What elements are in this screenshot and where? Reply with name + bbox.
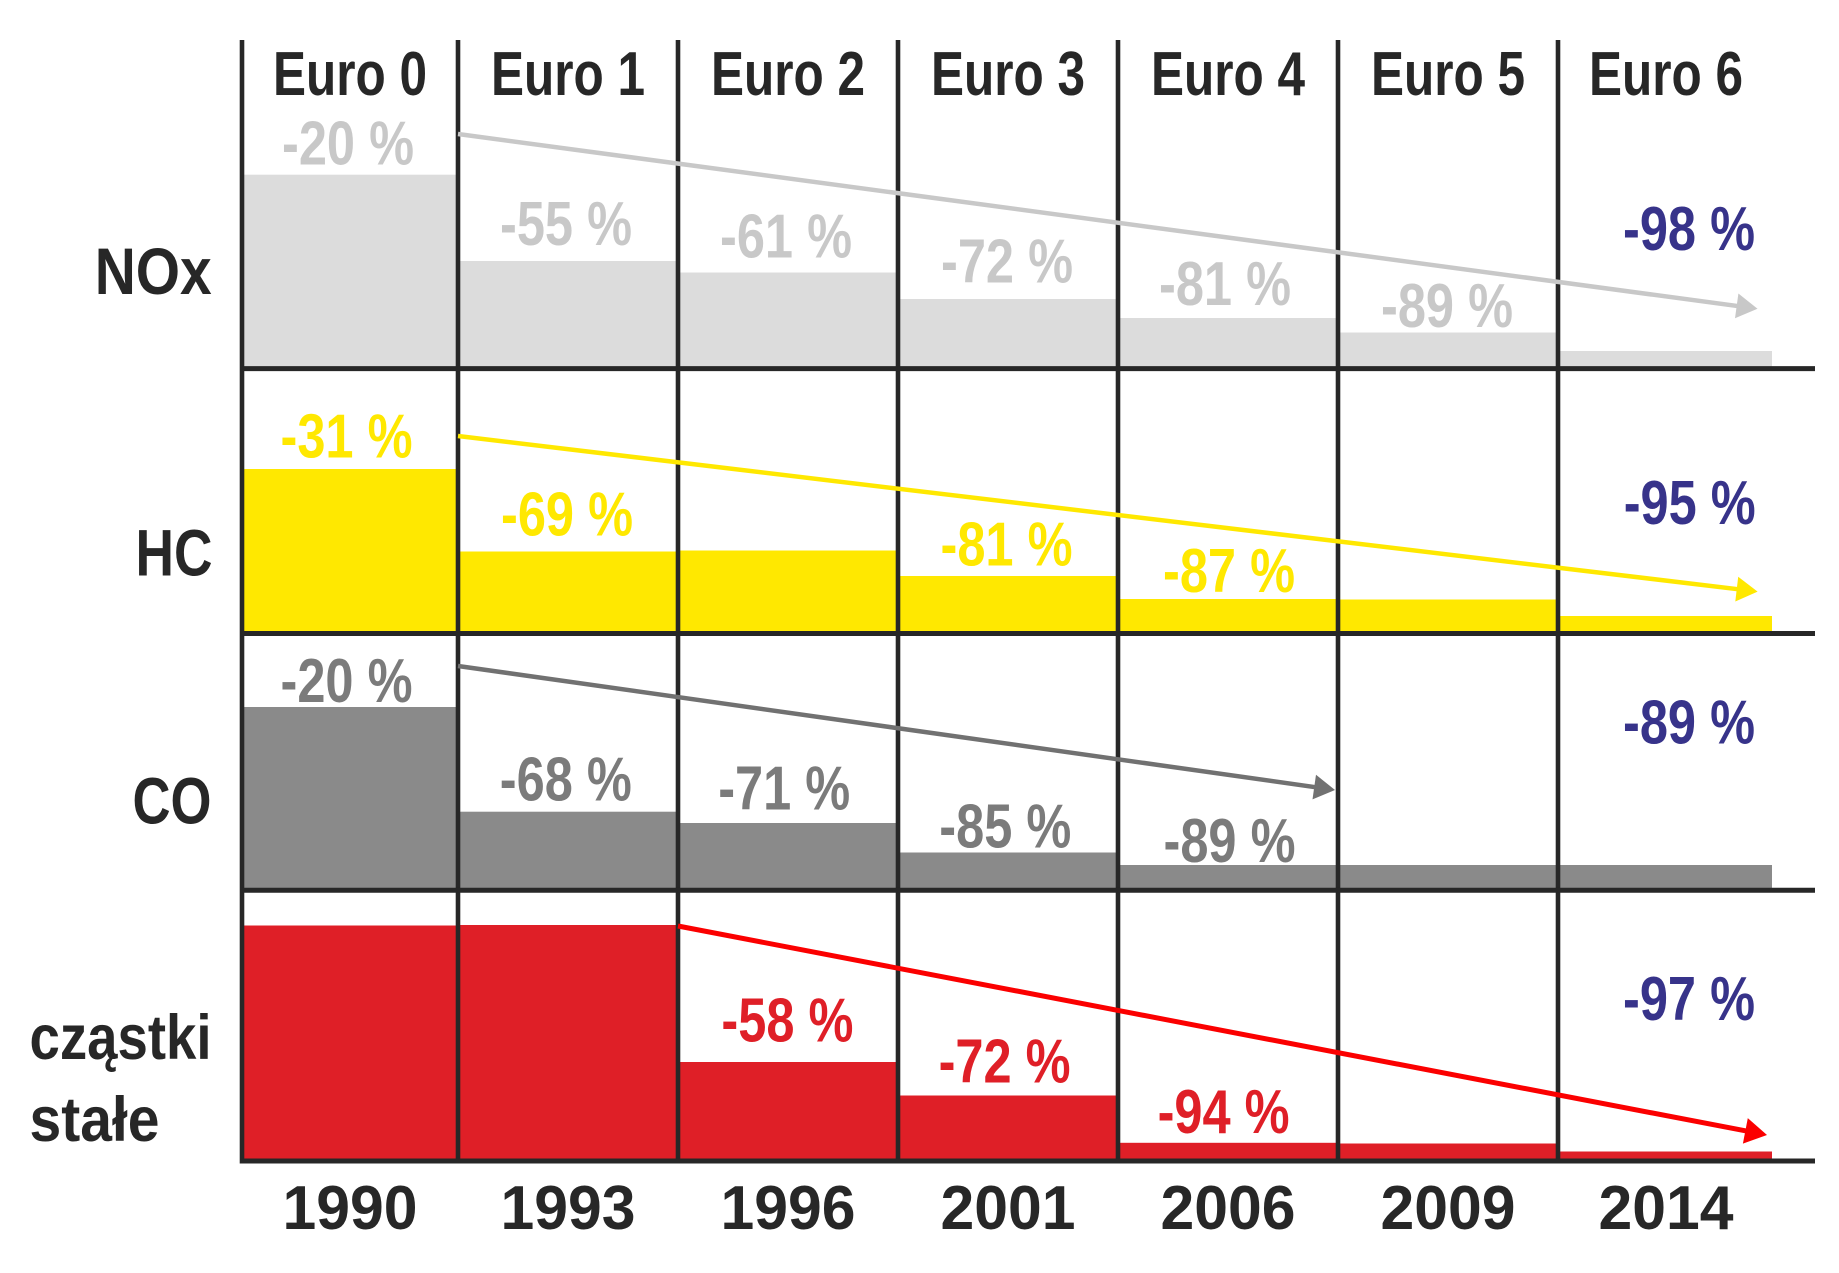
svg-text:-55 %: -55 % xyxy=(500,190,632,259)
svg-text:1993: 1993 xyxy=(501,1174,636,1243)
svg-text:2009: 2009 xyxy=(1381,1174,1516,1243)
svg-text:Euro 6: Euro 6 xyxy=(1589,40,1743,109)
svg-text:Euro 4: Euro 4 xyxy=(1151,40,1305,109)
svg-text:-81 %: -81 % xyxy=(1159,250,1291,319)
svg-text:-58 %: -58 % xyxy=(721,987,853,1056)
svg-text:-87 %: -87 % xyxy=(1163,537,1295,606)
svg-text:2006: 2006 xyxy=(1161,1174,1296,1243)
svg-text:-31 %: -31 % xyxy=(281,403,413,472)
svg-text:Euro 2: Euro 2 xyxy=(711,40,865,109)
svg-text:-20 %: -20 % xyxy=(281,647,413,716)
svg-text:-72 %: -72 % xyxy=(939,1028,1071,1097)
svg-text:-69 %: -69 % xyxy=(501,481,633,550)
svg-text:Euro 1: Euro 1 xyxy=(491,40,645,109)
svg-text:HC: HC xyxy=(136,515,213,589)
svg-text:-20 %: -20 % xyxy=(282,109,414,178)
svg-text:-72 %: -72 % xyxy=(941,228,1073,297)
svg-text:Euro 0: Euro 0 xyxy=(273,40,427,109)
svg-text:2001: 2001 xyxy=(941,1174,1076,1243)
svg-text:-94 %: -94 % xyxy=(1158,1078,1290,1147)
svg-text:-89 %: -89 % xyxy=(1381,272,1513,341)
svg-text:-95 %: -95 % xyxy=(1624,469,1756,538)
svg-text:-85 %: -85 % xyxy=(939,792,1071,861)
svg-text:Euro 3: Euro 3 xyxy=(931,40,1085,109)
svg-text:stałe: stałe xyxy=(30,1085,160,1155)
svg-text:-68 %: -68 % xyxy=(500,745,632,814)
svg-text:CO: CO xyxy=(133,764,212,838)
svg-text:2014: 2014 xyxy=(1599,1174,1734,1243)
svg-text:-89 %: -89 % xyxy=(1164,807,1296,876)
svg-text:Euro 5: Euro 5 xyxy=(1371,40,1525,109)
svg-text:-97 %: -97 % xyxy=(1623,965,1755,1034)
svg-text:-71 %: -71 % xyxy=(718,755,850,824)
svg-text:1996: 1996 xyxy=(721,1174,856,1243)
svg-text:-61 %: -61 % xyxy=(720,203,852,272)
svg-text:cząstki: cząstki xyxy=(30,1003,212,1073)
svg-text:-89 %: -89 % xyxy=(1623,689,1755,758)
svg-text:-81 %: -81 % xyxy=(941,511,1073,580)
svg-text:1990: 1990 xyxy=(283,1174,418,1243)
svg-text:-98 %: -98 % xyxy=(1623,195,1755,264)
svg-text:NOx: NOx xyxy=(95,234,212,308)
